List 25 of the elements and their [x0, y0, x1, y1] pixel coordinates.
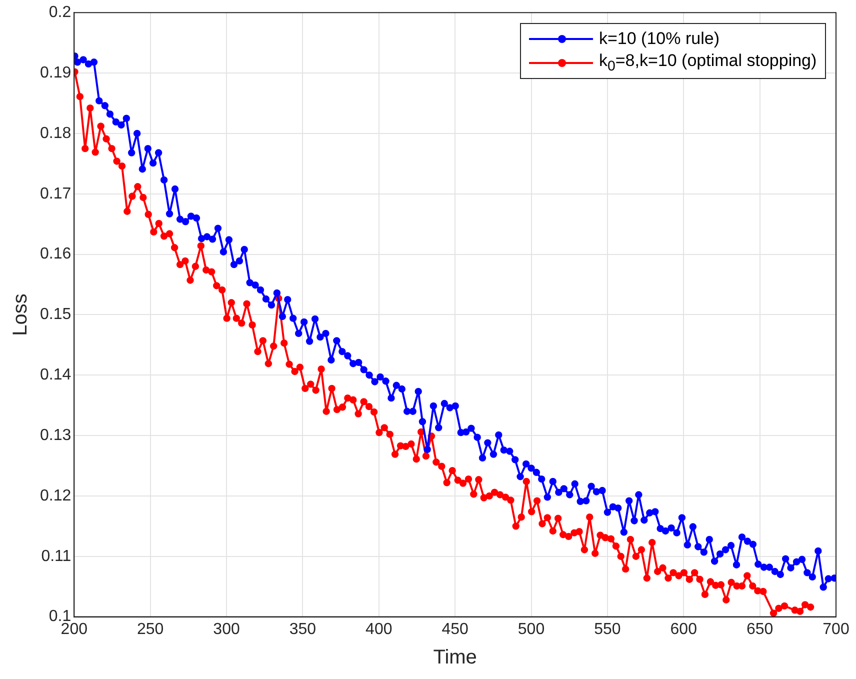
x-tick-label: 200 [60, 620, 88, 638]
x-tick-label: 600 [670, 620, 698, 638]
x-tick-label: 250 [136, 620, 164, 638]
x-axis-title: Time [433, 646, 477, 669]
y-tick-label: 0.18 [40, 124, 72, 142]
x-tick-label: 300 [213, 620, 240, 638]
x-tick-label: 550 [594, 620, 621, 638]
y-tick-label: 0.13 [40, 426, 72, 444]
x-tick-label: 400 [366, 620, 392, 638]
x-tick-label: 700 [822, 620, 850, 638]
legend-label: k=10 (10% rule) [599, 28, 720, 49]
y-tick-label: 0.14 [40, 366, 72, 384]
y-tick-label: 0.15 [40, 306, 72, 324]
y-axis-title: Loss [10, 294, 32, 336]
y-tick-label: 0.19 [40, 64, 72, 82]
legend-label: k$_{0}$=8,k=10 (optimal stopping) [599, 50, 817, 74]
x-tick-label: 350 [289, 620, 316, 638]
y-tick-label: 0.17 [40, 185, 72, 202]
x-tick-label: 650 [746, 620, 774, 638]
y-tick-label: 0.16 [40, 246, 72, 263]
y-tick-label: 0.11 [41, 548, 72, 565]
y-tick-label: 0.2 [48, 4, 72, 22]
x-tick-label: 450 [442, 620, 469, 638]
y-tick-label: 0.12 [40, 487, 72, 504]
x-tick-label: 500 [518, 620, 545, 638]
